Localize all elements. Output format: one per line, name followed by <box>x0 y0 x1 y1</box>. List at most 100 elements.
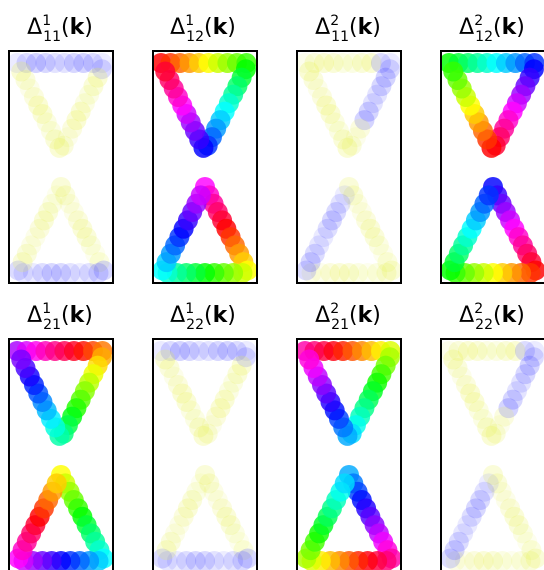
phase-dot <box>361 53 382 73</box>
phase-dot <box>216 506 237 527</box>
phase-dot <box>299 349 320 370</box>
panel-dots <box>153 341 257 570</box>
phase-dot <box>494 406 515 427</box>
title-arg-open: ( <box>349 303 358 328</box>
title-arg-open: ( <box>61 15 70 40</box>
phase-dot <box>491 481 512 502</box>
phase-dot <box>481 425 502 446</box>
title-arg-close: ) <box>372 15 381 40</box>
phase-dot <box>173 506 194 527</box>
phase-dot <box>36 112 57 133</box>
phase-dot <box>45 129 66 150</box>
phase-dot <box>454 551 475 570</box>
phase-dot <box>92 53 113 73</box>
panel-dots <box>9 53 113 283</box>
phase-dot <box>323 53 344 73</box>
title-arg-k: k <box>358 303 374 328</box>
phase-dot <box>465 498 486 519</box>
phase-dot <box>326 202 347 223</box>
phase-dot <box>83 76 104 97</box>
title-sub: 11 <box>331 29 349 45</box>
phase-dot <box>19 78 40 99</box>
phase-dot <box>29 218 50 239</box>
phase-dot <box>332 53 353 73</box>
phase-dot <box>177 498 198 519</box>
phase-dot <box>28 95 49 116</box>
phase-dot <box>169 515 190 536</box>
phase-dot <box>218 381 239 402</box>
phase-dot <box>235 347 256 368</box>
panel-d1-12: Δ1 12(k) <box>152 13 258 284</box>
phase-dot <box>519 355 540 376</box>
phase-dot <box>226 341 247 361</box>
phase-dot <box>80 235 101 256</box>
phase-dot <box>453 523 474 544</box>
phase-dot <box>448 341 469 361</box>
phase-dot <box>210 398 231 419</box>
phase-dot <box>380 53 401 73</box>
title-sub: 11 <box>43 29 61 45</box>
title-sub: 22 <box>186 317 204 333</box>
phase-dot <box>74 93 95 114</box>
panel-frame <box>152 50 258 284</box>
phase-dot <box>498 398 519 419</box>
title-delta: Δ <box>27 303 42 328</box>
phase-dot <box>25 227 46 248</box>
phase-dot <box>82 53 103 73</box>
title-sup: 1 <box>42 301 51 317</box>
phase-dot <box>231 355 252 376</box>
title-sup: 2 <box>474 301 483 317</box>
phase-dot <box>345 127 366 148</box>
phase-dot <box>203 481 224 502</box>
phase-dot <box>224 523 245 544</box>
phase-dot <box>223 372 244 393</box>
phase-dot <box>373 243 394 264</box>
phase-dot <box>330 193 351 214</box>
phase-dot <box>457 515 478 536</box>
phase-dot <box>186 481 207 502</box>
phase-dot <box>461 506 482 527</box>
phase-dot <box>487 473 508 494</box>
phase-dot <box>501 551 522 570</box>
phase-dot <box>16 243 37 264</box>
phase-dot <box>444 540 465 561</box>
title-sup: 2 <box>330 301 339 317</box>
phase-dot <box>339 177 359 197</box>
title-arg-k: k <box>502 15 518 40</box>
phase-dot <box>329 263 350 283</box>
phase-dot <box>334 473 355 494</box>
phase-dot <box>206 406 227 427</box>
phase-dot <box>189 417 210 438</box>
panel-title: Δ1 21(k) <box>27 301 93 333</box>
phase-dot <box>339 263 359 283</box>
phase-dot <box>362 93 383 114</box>
panel-frame <box>8 338 114 570</box>
title-arg-close: ) <box>516 15 525 40</box>
phase-dot <box>60 263 81 283</box>
phase-dot <box>520 551 541 570</box>
phase-dot <box>358 101 379 122</box>
phase-dot <box>72 218 93 239</box>
phase-dot <box>214 389 235 410</box>
phase-dot <box>236 341 257 361</box>
phase-dot <box>377 252 398 273</box>
phase-dot <box>517 531 538 552</box>
phase-dot <box>223 551 244 570</box>
phase-dot <box>195 551 215 570</box>
phase-dot <box>156 540 177 561</box>
phase-dot <box>460 383 481 404</box>
phase-dot <box>201 415 222 436</box>
phase-dot <box>12 252 33 273</box>
phase-dot <box>470 490 491 511</box>
phase-dot <box>54 53 75 73</box>
title-sub: 22 <box>475 317 493 333</box>
phase-dot <box>381 260 401 281</box>
phase-dot <box>212 498 233 519</box>
panel-title: Δ2 22(k) <box>459 301 525 333</box>
panel-title: Δ2 21(k) <box>315 301 381 333</box>
phase-dot <box>11 349 32 370</box>
phase-dot <box>468 400 489 421</box>
phase-dot <box>66 110 87 131</box>
title-sub: 12 <box>475 29 493 45</box>
phase-dot <box>179 341 200 361</box>
